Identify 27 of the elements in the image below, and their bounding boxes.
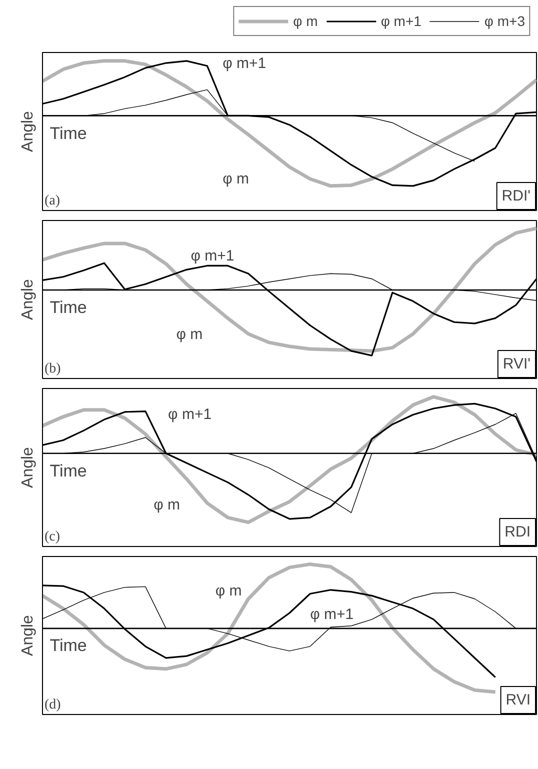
text: (c) xyxy=(44,530,60,544)
annotation: φ m xyxy=(215,582,242,600)
x-axis-title: Time xyxy=(50,298,87,317)
legend-label: φ m+1 xyxy=(380,13,422,29)
annotation: RVI' xyxy=(502,356,531,372)
text: (d) xyxy=(44,698,62,712)
legend-label: φ m xyxy=(293,13,318,29)
x-axis-title: Time xyxy=(50,462,87,481)
x-axis-title: Time xyxy=(50,124,87,144)
text: (a) xyxy=(44,194,60,208)
annotation: φ m+1 xyxy=(190,247,234,264)
annotation: φ m+1 xyxy=(310,606,354,623)
y-axis-title: Angle xyxy=(20,278,36,320)
annotation: φ m xyxy=(154,496,180,514)
annotation: φ m xyxy=(176,326,203,344)
x-axis-title: Time xyxy=(50,636,87,656)
annotation: φ m+1 xyxy=(168,406,212,424)
y-axis-title: Angle xyxy=(20,614,36,656)
legend-label: φ m+3 xyxy=(484,13,525,29)
text: RDI xyxy=(504,524,531,540)
text: RDI' xyxy=(502,188,531,204)
y-axis-title: Angle xyxy=(20,110,36,152)
annotation: RVI xyxy=(506,692,530,708)
annotation: φ m+1 xyxy=(222,55,266,72)
y-axis-title: Angle xyxy=(20,446,36,488)
text: (b) xyxy=(44,362,62,376)
annotation: φ m xyxy=(222,170,249,188)
